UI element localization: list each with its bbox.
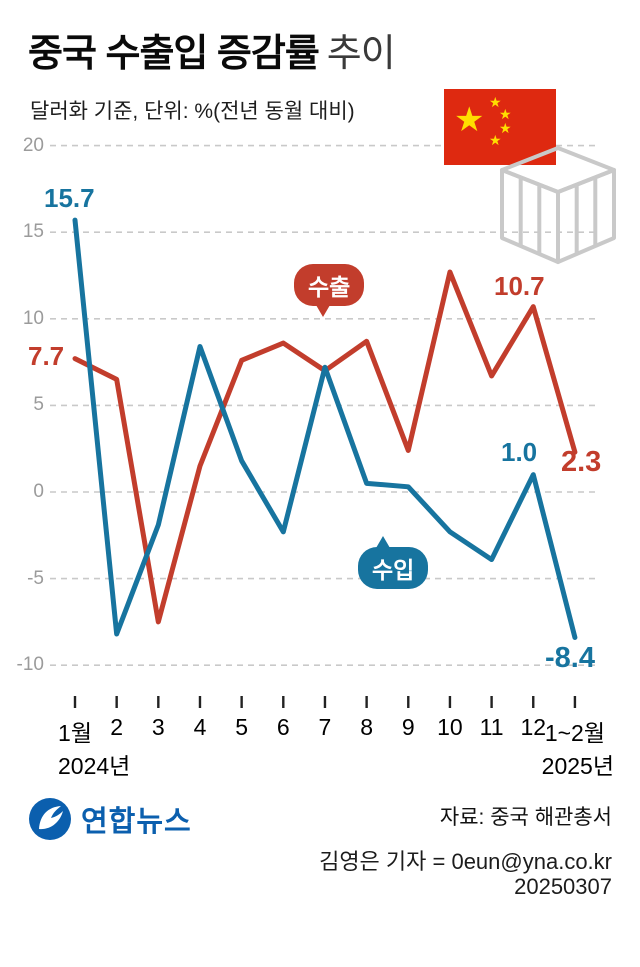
y-axis-tick-label: 10	[22, 307, 44, 329]
export-start-value: 7.7	[28, 341, 65, 371]
x-axis-tick-label: 12	[520, 714, 547, 740]
export-series-label-bubble: 수출	[294, 264, 365, 317]
export-december-value: 10.7	[494, 271, 545, 301]
y-axis-tick-label: -5	[27, 567, 44, 589]
yonhap-logo-icon	[29, 798, 71, 840]
x-axis-tick-label: 9	[401, 714, 415, 740]
export-end-value: 2.3	[561, 446, 602, 478]
y-axis-tick-label: 0	[33, 481, 44, 502]
import-series-label-bubble: 수입	[358, 536, 429, 589]
import-start-value: 15.7	[44, 183, 95, 213]
data-source: 자료: 중국 해관총서	[439, 806, 612, 829]
flag-small-star: ★	[489, 94, 502, 110]
x-axis-tick-label: 10	[437, 714, 463, 740]
yonhap-logo: 연합뉴스	[28, 797, 192, 841]
page-title-suffix: 추이	[326, 33, 396, 75]
x-axis-tick-label: 3	[151, 714, 165, 740]
y-axis-tick-label: 15	[22, 221, 44, 243]
import-end-value: -8.4	[545, 642, 595, 674]
x-axis-tick-label: 6	[276, 714, 290, 740]
x-axis-tick-label: 1~2월	[544, 720, 605, 746]
flag-big-star: ★	[454, 101, 484, 139]
flag-small-star: ★	[499, 106, 512, 122]
x-axis-tick-label: 8	[360, 714, 374, 740]
publication-date: 20250307	[514, 874, 612, 899]
yonhap-logo-text: 연합뉴스	[81, 806, 192, 838]
chart-subtitle: 달러화 기준, 단위: %(전년 동월 대비)	[30, 100, 355, 123]
y-axis-tick-label: 20	[22, 134, 44, 156]
x-axis-tick-label: 11	[479, 714, 504, 740]
import-december-value: 1.0	[501, 437, 538, 467]
x-axis-tick-label: 5	[235, 714, 249, 740]
x-axis-year-end: 2025년	[541, 753, 614, 779]
page-title: 중국 수출입 증감률 추이	[28, 22, 396, 77]
flag-small-star: ★	[489, 132, 502, 148]
x-axis-tick-label: 7	[318, 714, 332, 740]
flag-small-star: ★	[499, 120, 512, 136]
y-axis-tick-label: 5	[33, 394, 44, 416]
shipping-crate-icon	[500, 146, 616, 264]
x-axis-tick-label: 4	[193, 714, 207, 740]
series-line-수입	[72, 217, 578, 640]
flag-field	[444, 89, 556, 165]
x-axis-tick-label: 1월	[58, 720, 92, 746]
page-title-main: 중국 수출입 증감률	[28, 33, 320, 75]
x-axis-tick-label: 2	[110, 714, 124, 740]
y-axis-tick-label: -10	[16, 654, 44, 676]
x-axis-year-start: 2024년	[58, 753, 131, 779]
series-line-수출	[72, 269, 578, 625]
reporter-byline: 김영은 기자 = 0eun@yna.co.kr	[319, 849, 612, 874]
china-flag-icon: ★ ★ ★ ★ ★	[444, 89, 556, 165]
